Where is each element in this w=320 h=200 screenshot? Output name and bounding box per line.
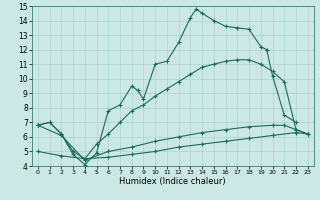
X-axis label: Humidex (Indice chaleur): Humidex (Indice chaleur): [119, 177, 226, 186]
